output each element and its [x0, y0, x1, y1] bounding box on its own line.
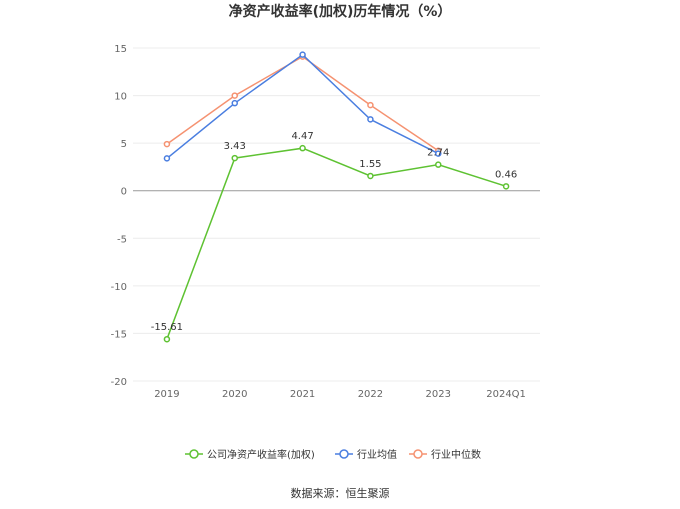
- y-tick-label: -15: [111, 329, 127, 340]
- data-label: 3.43: [224, 141, 246, 152]
- data-label: 4.47: [291, 131, 313, 142]
- y-tick-label: 5: [121, 139, 127, 150]
- data-point[interactable]: [502, 183, 510, 190]
- data-point[interactable]: [231, 99, 238, 107]
- y-tick-label: 15: [114, 44, 127, 55]
- legend-item[interactable]: 行业中位数: [409, 448, 481, 461]
- data-point[interactable]: [367, 101, 374, 109]
- chart-title: 净资产收益率(加权)历年情况（%）: [229, 3, 452, 20]
- data-point[interactable]: [435, 150, 442, 157]
- x-tick-label: 2024Q1: [486, 389, 526, 400]
- data-label: 2.74: [427, 148, 449, 159]
- y-tick-label: -20: [111, 377, 127, 388]
- data-point[interactable]: [367, 116, 374, 123]
- x-tick-label: 2022: [358, 389, 383, 400]
- data-labels: -15.61 3.43 4.47 1.55 2.74 0.46: [151, 131, 517, 333]
- data-point[interactable]: [163, 155, 171, 162]
- data-label: -15.61: [151, 322, 183, 333]
- x-tick-label: 2020: [222, 389, 247, 400]
- y-tick-label: 10: [114, 92, 127, 103]
- data-point[interactable]: [435, 161, 442, 168]
- legend[interactable]: 公司净资产收益率(加权) 行业均值 行业中位数: [185, 448, 481, 461]
- grid-lines: [133, 47, 540, 382]
- data-point[interactable]: [231, 154, 238, 162]
- data-label: 0.46: [495, 169, 517, 180]
- y-tick-label: -10: [111, 282, 127, 293]
- data-point[interactable]: [163, 335, 171, 343]
- x-tick-label: 2021: [290, 389, 315, 400]
- y-tick-label: -5: [117, 234, 127, 245]
- data-point[interactable]: [163, 140, 171, 148]
- legend-label: 公司净资产收益率(加权): [207, 448, 315, 461]
- legend-item[interactable]: 公司净资产收益率(加权): [185, 448, 315, 461]
- x-tick-label: 2019: [154, 389, 179, 400]
- legend-label: 行业均值: [357, 448, 397, 461]
- legend-marker-icon: [189, 449, 199, 459]
- data-point[interactable]: [367, 172, 374, 180]
- axes: 15 10 5 0 -5 -10 -15 -20 2019 2020 2021 2022 2023 202…: [111, 44, 540, 400]
- legend-label: 行业中位数: [431, 448, 481, 461]
- legend-marker-icon: [413, 449, 423, 459]
- data-point[interactable]: [231, 92, 238, 99]
- series-line: [166, 147, 507, 340]
- data-point[interactable]: [299, 144, 306, 152]
- data-point[interactable]: [299, 51, 306, 58]
- legend-marker-icon: [339, 449, 349, 459]
- y-tick-label: 0: [121, 187, 127, 198]
- x-tick-label: 2023: [426, 389, 451, 400]
- source-text: 数据来源：恒生聚源: [291, 486, 390, 500]
- legend-item[interactable]: 行业均值: [335, 448, 397, 461]
- data-label: 1.55: [359, 159, 381, 170]
- series-lines: [163, 51, 510, 343]
